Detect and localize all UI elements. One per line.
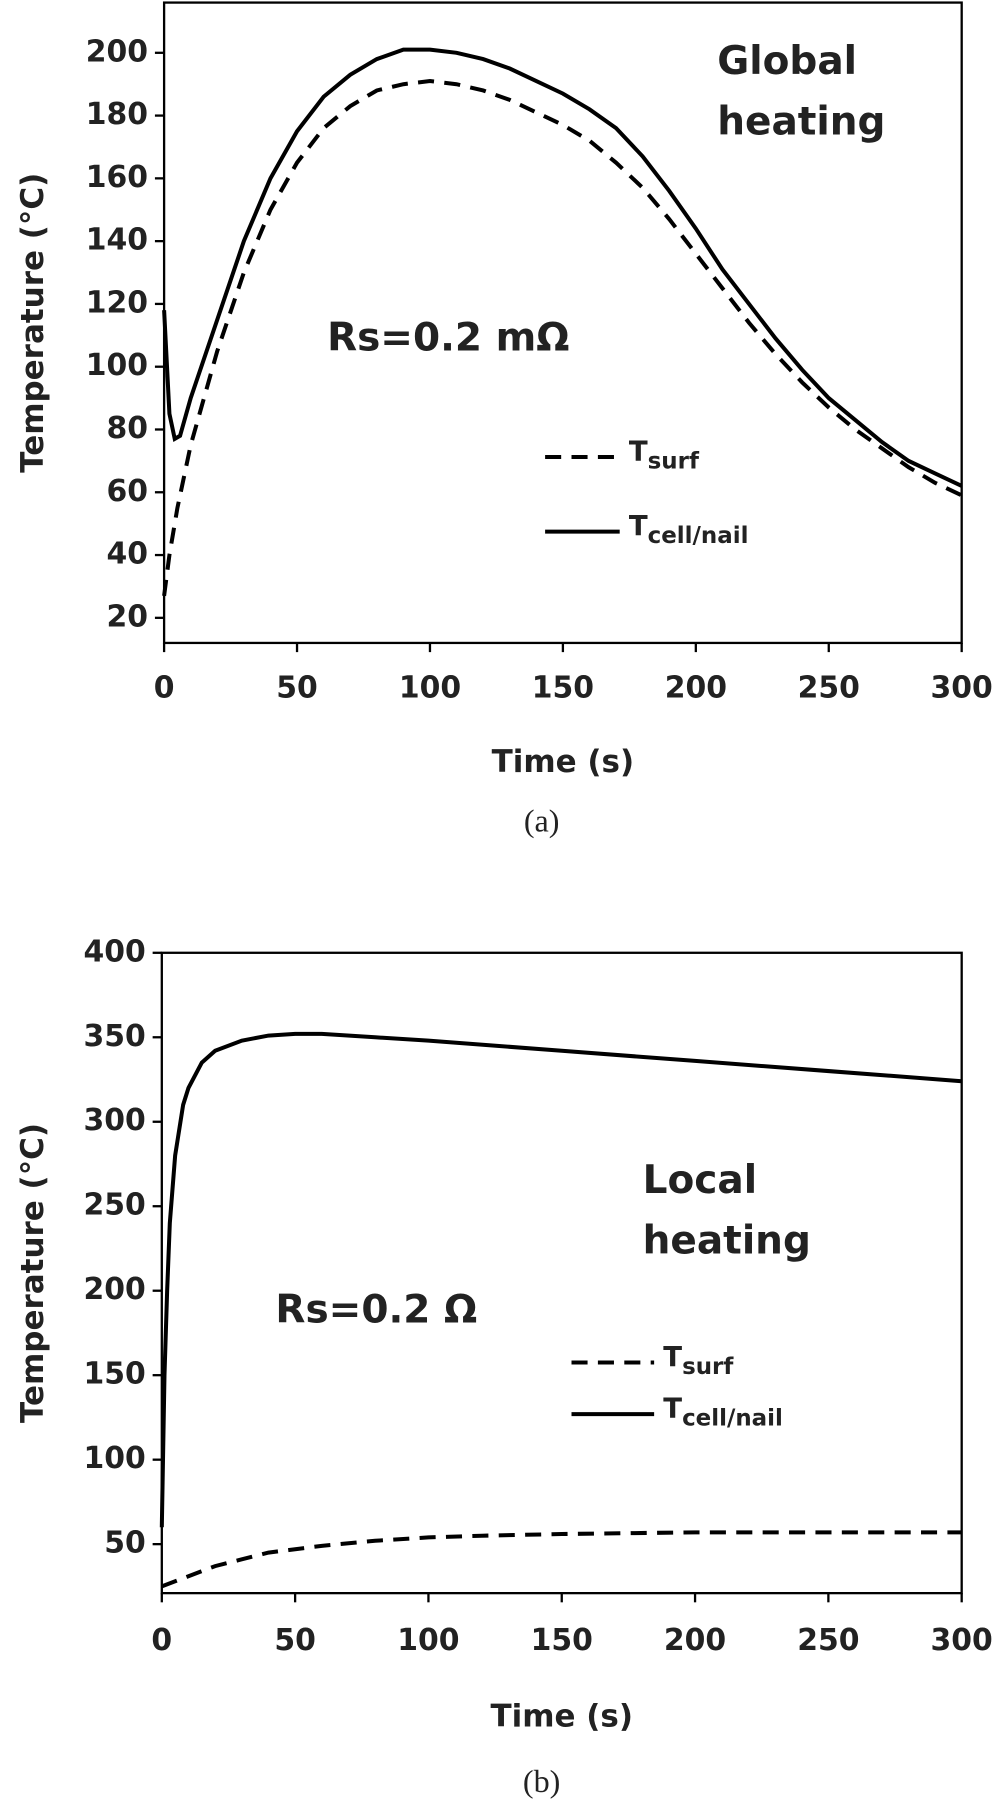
x-tick-label: 250 xyxy=(798,670,860,705)
y-tick-label: 140 xyxy=(86,223,148,258)
x-tick-label: 300 xyxy=(931,670,993,705)
x-tick-label: 150 xyxy=(532,670,594,705)
y-tick-label: 120 xyxy=(86,285,148,320)
x-axis-title: Time (s) xyxy=(492,744,635,780)
x-tick-label: 200 xyxy=(664,1623,726,1658)
series-line xyxy=(162,79,963,597)
x-axis-title: Time (s) xyxy=(490,1699,633,1735)
x-tick-label: 0 xyxy=(151,1623,172,1658)
series-line xyxy=(162,47,963,488)
y-tick-label: 80 xyxy=(107,411,149,446)
y-tick-label: 180 xyxy=(86,97,148,132)
y-tick-label: 150 xyxy=(83,1357,145,1392)
annotation: Local xyxy=(643,1158,757,1203)
y-tick-label: 60 xyxy=(107,474,149,509)
x-tick-label: 50 xyxy=(276,670,318,705)
x-tick-label: 0 xyxy=(154,670,175,705)
y-tick-label: 100 xyxy=(83,1441,145,1476)
y-tick-label: 400 xyxy=(83,934,145,969)
y-tick-label: 250 xyxy=(83,1188,145,1223)
y-tick-label: 50 xyxy=(104,1526,146,1561)
series-line xyxy=(159,1031,962,1528)
x-tick-label: 250 xyxy=(797,1623,859,1658)
x-tick-label: 300 xyxy=(931,1623,993,1658)
y-axis-title: Temperature (°C) xyxy=(15,1123,51,1423)
legend-label: Tcell/nail xyxy=(629,510,749,549)
annotation: Global xyxy=(717,39,857,84)
annotation: heating xyxy=(717,100,885,145)
y-tick-label: 100 xyxy=(86,348,148,383)
annotation: heating xyxy=(643,1219,811,1264)
y-tick-label: 40 xyxy=(107,537,149,572)
x-tick-label: 200 xyxy=(665,670,727,705)
series-line xyxy=(161,1530,962,1589)
x-tick-label: 150 xyxy=(531,1623,593,1658)
x-tick-label: 100 xyxy=(397,1623,459,1658)
x-tick-label: 50 xyxy=(274,1623,316,1658)
y-axis-title: Temperature (°C) xyxy=(15,173,51,473)
y-tick-label: 350 xyxy=(83,1019,145,1054)
annotation: Rs=0.2 mΩ xyxy=(327,315,569,360)
y-tick-label: 20 xyxy=(107,599,149,634)
y-tick-label: 200 xyxy=(86,34,148,69)
caption: (a) xyxy=(524,803,560,839)
legend-label: Tcell/nail xyxy=(663,1393,783,1432)
y-tick-label: 160 xyxy=(86,160,148,195)
y-tick-label: 200 xyxy=(83,1272,145,1307)
caption: (b) xyxy=(523,1763,560,1799)
annotation: Rs=0.2 Ω xyxy=(275,1287,477,1332)
legend-label: Tsurf xyxy=(663,1341,734,1380)
legend-label: Tsurf xyxy=(629,435,700,474)
y-tick-label: 300 xyxy=(83,1103,145,1138)
x-tick-label: 100 xyxy=(399,670,461,705)
